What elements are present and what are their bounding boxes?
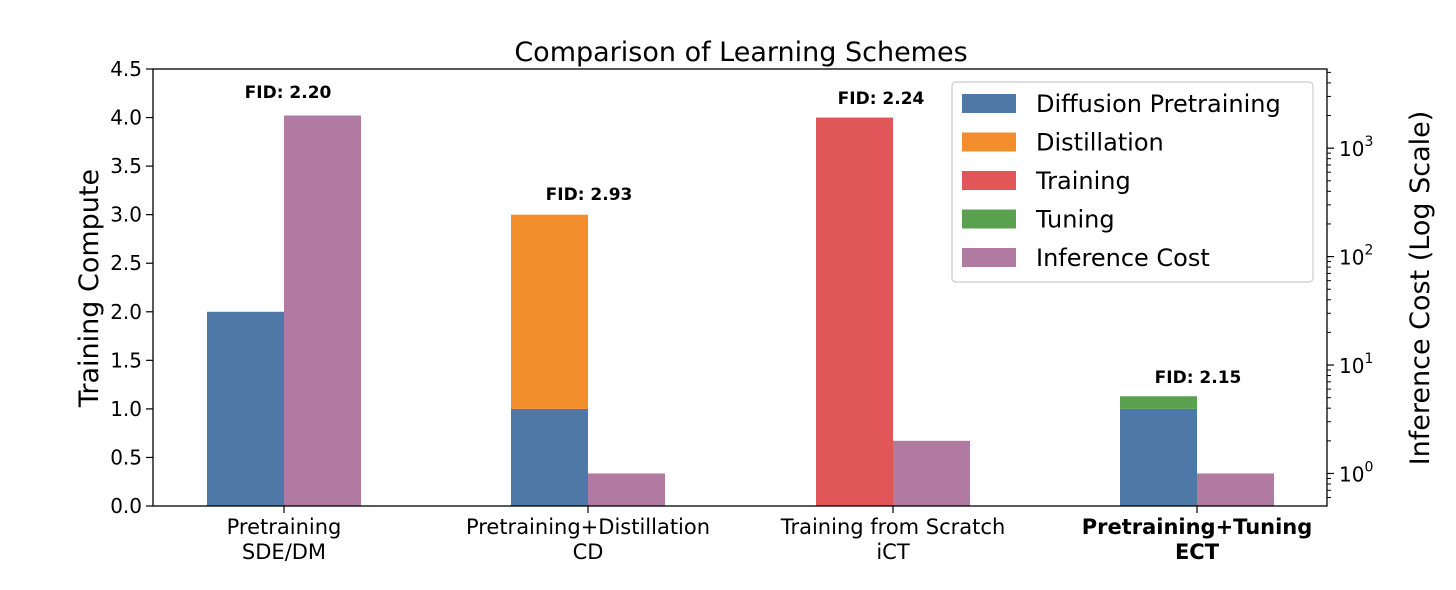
x-tick-label: SDE/DM [242,540,326,564]
y-tick-label: 2.0 [110,300,142,324]
fid-label: FID: 2.20 [245,83,332,103]
legend-label: Inference Cost [1036,244,1210,272]
legend-label: Diffusion Pretraining [1036,90,1281,118]
y2-tick-label: 102 [1339,243,1373,270]
chart-title: Comparison of Learning Schemes [514,37,967,68]
fid-label: FID: 2.93 [546,185,633,205]
y-tick-label: 1.5 [110,348,142,372]
bar-diffusion-pretraining-3 [1120,408,1197,506]
y-tick-label: 3.5 [110,154,142,178]
x-tick-label: ECT [1175,540,1220,564]
x-tick-label: Pretraining [227,515,342,539]
bar-tuning-3 [1120,396,1197,409]
x-tick-label: Pretraining+Distillation [466,515,710,539]
legend-box [951,81,1314,283]
x-tick-label: Pretraining+Tuning [1082,515,1313,539]
y-axis-label: Training Compute [74,169,105,408]
bar-inference-cost-3 [1197,473,1274,506]
legend-swatch [962,171,1016,190]
bar-training-2 [816,117,893,507]
legend-swatch [962,132,1016,152]
legend-swatch [962,209,1016,229]
y2-tick-label: 101 [1339,351,1373,378]
bar-distillation-1 [511,214,588,409]
fid-label: FID: 2.24 [838,89,925,109]
bar-diffusion-pretraining-0 [207,311,284,506]
legend: Diffusion Pretraining Distillation Trainin… [951,81,1314,283]
bar-inference-cost-0 [284,115,361,506]
legend-label: Distillation [1036,129,1164,157]
x-tick-label: iCT [876,540,909,564]
y2-tick-label: 103 [1339,134,1373,161]
y2-tick-label: 100 [1339,459,1373,486]
bar-inference-cost-2 [893,440,970,506]
legend-label: Training [1035,167,1131,195]
y-tick-label: 2.5 [110,251,142,275]
y-tick-label: 4.0 [110,106,142,130]
y-tick-label: 3.0 [110,203,142,227]
legend-label: Tuning [1035,206,1115,234]
y-tick-label: 4.5 [110,57,142,81]
fid-labels: FID: 2.20 FID: 2.93 FID: 2.24 FID: 2.15 [245,83,1242,388]
y-tick-label: 0.0 [110,494,142,518]
bar-inference-cost-1 [588,473,665,506]
bars-layer [207,115,1274,507]
legend-swatch [962,94,1016,113]
fid-label: FID: 2.15 [1155,368,1242,388]
plot-frame [152,68,1328,507]
y2-axis-label: Inference Cost (Log Scale) [1405,111,1436,466]
legend-swatch [962,248,1016,267]
x-tick-label: Training from Scratch [780,515,1006,539]
y-tick-label: 0.5 [110,445,142,469]
x-tick-label: CD [573,540,604,564]
bar-diffusion-pretraining-1 [511,408,588,506]
y-tick-label: 1.0 [110,397,142,421]
